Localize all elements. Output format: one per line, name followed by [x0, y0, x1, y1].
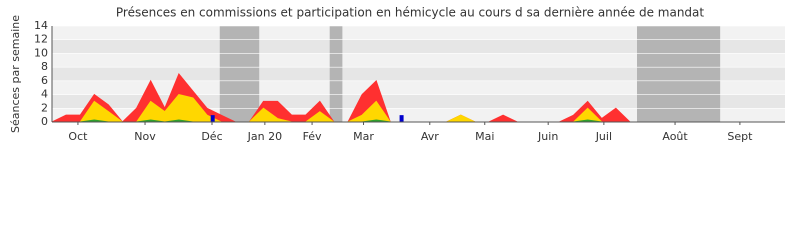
- x-tick-label: Juil: [595, 130, 612, 143]
- y-tick-label: 12: [34, 33, 48, 46]
- recess-band: [636, 26, 721, 122]
- x-tick-label: Mai: [475, 130, 494, 143]
- chart: Présences en commissions et participatio…: [9, 6, 785, 143]
- y-axis-label: Séances par semaine: [9, 15, 22, 133]
- area-fill: [52, 94, 785, 122]
- x-tick-label: Sept: [727, 130, 753, 143]
- x-tick-label: Oct: [68, 130, 88, 143]
- chart-title: Présences en commissions et participatio…: [116, 6, 705, 20]
- y-tick-label: 4: [41, 88, 48, 101]
- x-tick-label: Août: [662, 130, 688, 143]
- y-tick-label: 10: [34, 46, 48, 59]
- y-tick-label: 0: [41, 115, 48, 128]
- x-tick-label: Jan 20: [247, 130, 282, 143]
- x-tick-label: Déc: [201, 130, 222, 143]
- bar: [210, 115, 215, 122]
- y-tick-label: 8: [41, 60, 48, 73]
- x-tick-label: Fév: [303, 130, 322, 143]
- recess-band: [329, 26, 343, 122]
- x-tick-label: Juin: [537, 130, 558, 143]
- y-tick-label: 6: [41, 74, 48, 87]
- x-tick-label: Mar: [353, 130, 374, 143]
- recess-band: [219, 26, 260, 122]
- y-tick-label: 2: [41, 101, 48, 114]
- y-tick-label: 14: [34, 19, 48, 32]
- x-tick-label: Nov: [134, 130, 156, 143]
- x-tick-label: Avr: [421, 130, 439, 143]
- bar: [399, 115, 404, 122]
